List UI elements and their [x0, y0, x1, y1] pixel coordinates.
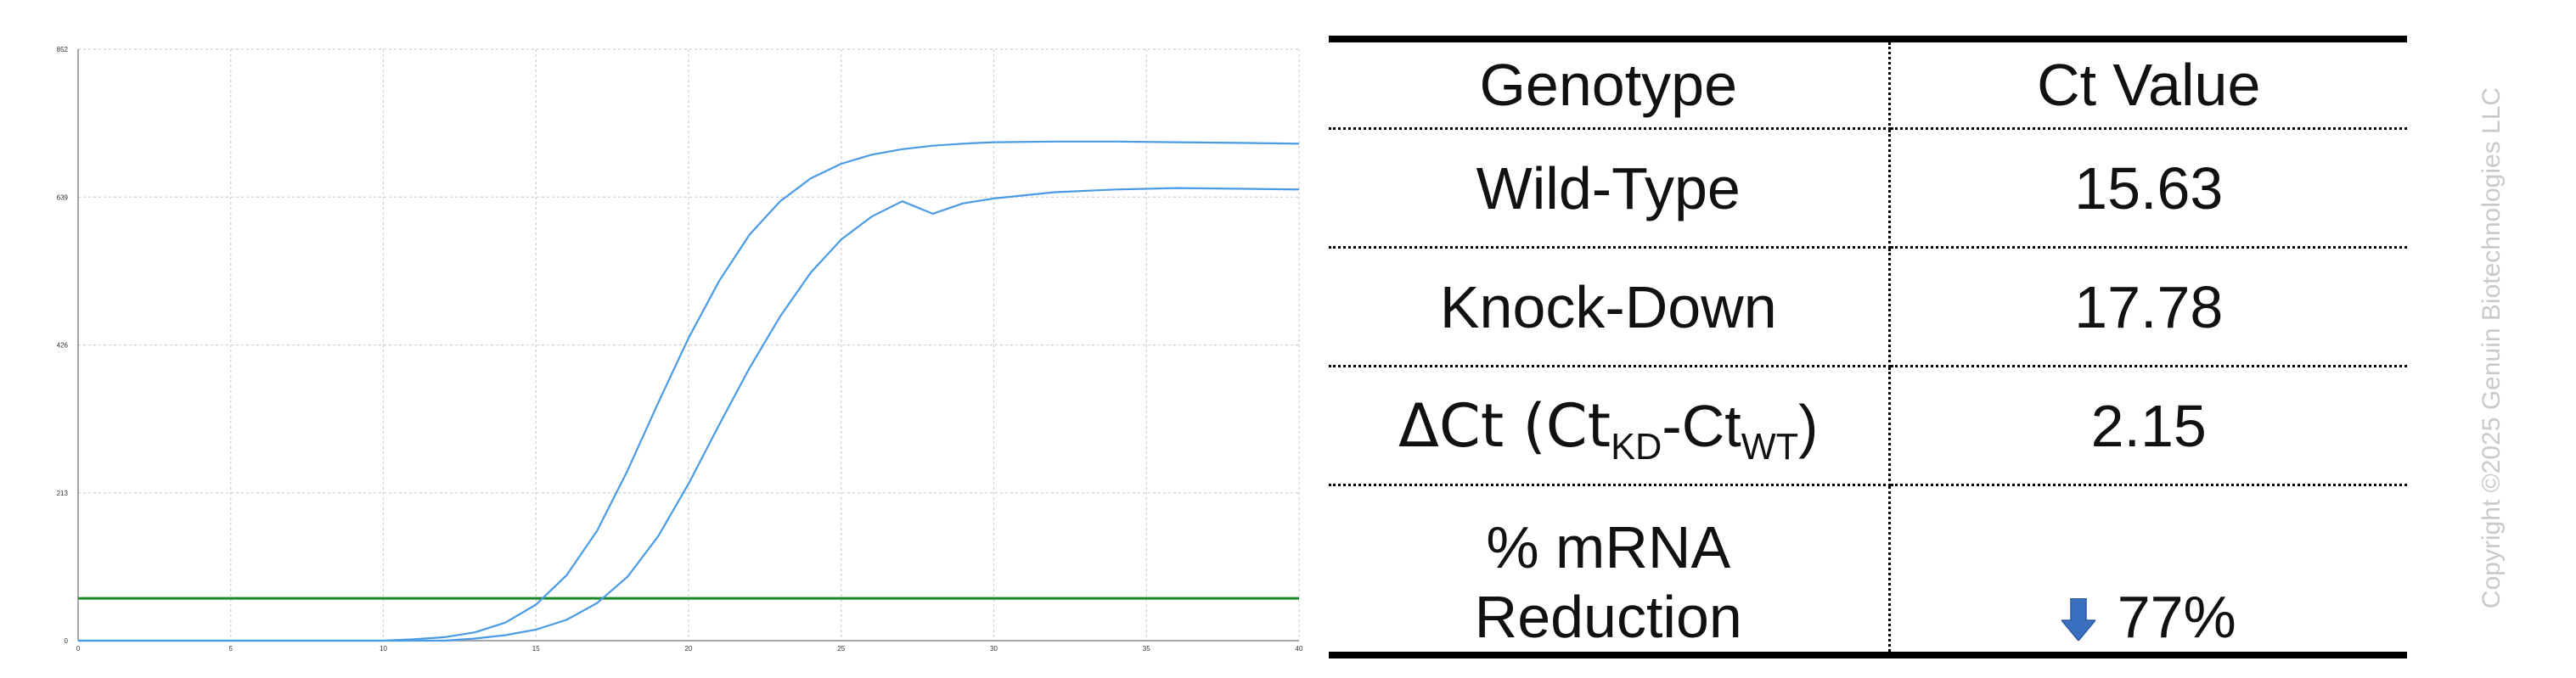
header-ct-value: Ct Value: [1889, 36, 2407, 130]
x-tick-label: 40: [1296, 645, 1303, 653]
row-value-delta-ct: 2.15: [1889, 366, 2407, 486]
row-label-wild-type: Wild-Type: [1329, 128, 1891, 249]
y-tick-label: 639: [57, 193, 69, 201]
x-tick-label: 20: [685, 645, 693, 653]
mrna-reduction-value: 77%: [2117, 584, 2236, 650]
table-row: Knock-Down 17.78: [1329, 247, 2407, 367]
subscript-kd: KD: [1611, 426, 1662, 468]
table-row: ΔCt (CtKD-CtWT) 2.15: [1329, 366, 2407, 486]
delta-ct-label-end: ): [1798, 392, 1819, 459]
x-tick-label: 35: [1143, 645, 1150, 653]
x-tick-label: 5: [229, 645, 233, 653]
mrna-reduction-line2: Reduction: [1474, 584, 1742, 650]
table-row: Wild-Type 15.63: [1329, 128, 2407, 249]
row-value-wild-type: 15.63: [1889, 128, 2407, 249]
x-tick-label: 10: [380, 645, 387, 653]
row-label-delta-ct: ΔCt (CtKD-CtWT): [1329, 366, 1891, 486]
table-header-row: Genotype Ct Value: [1329, 36, 2407, 130]
mrna-reduction-line1: % mRNA: [1486, 514, 1731, 580]
y-tick-label: 0: [65, 637, 69, 645]
x-tick-label: 0: [76, 645, 81, 653]
row-label-knock-down: Knock-Down: [1329, 247, 1891, 367]
x-tick-label: 25: [837, 645, 845, 653]
y-tick-label: 852: [57, 46, 69, 53]
y-tick-label: 213: [57, 490, 69, 497]
ct-results-table: Genotype Ct Value Wild-Type 15.63 Knock-…: [1329, 36, 2407, 658]
copyright-notice-box: Copyright ©2025 Genuin Biotechnologies L…: [2466, 68, 2517, 628]
delta-ct-label-mid: -Ct: [1662, 392, 1741, 459]
x-tick-label: 30: [990, 645, 998, 653]
subscript-wt: WT: [1741, 426, 1799, 468]
x-tick-label: 15: [532, 645, 540, 653]
amplification-curve-2: [78, 187, 1300, 642]
row-value-knock-down: 17.78: [1889, 247, 2407, 367]
header-genotype: Genotype: [1329, 36, 1891, 130]
delta-ct-label: ΔCt (Ct: [1398, 390, 1611, 461]
row-value-mrna-reduction: 77%: [1889, 485, 2407, 658]
amplification-curve-1: [78, 140, 1300, 642]
down-arrow-icon: [2061, 598, 2095, 641]
row-label-mrna-reduction: % mRNA Reduction: [1329, 485, 1891, 658]
y-tick-label: 426: [57, 342, 69, 350]
copyright-notice: Copyright ©2025 Genuin Biotechnologies L…: [2478, 87, 2506, 609]
amplification-chart: 0 5 10 15 20 25 30 35 40 0 213 426 639 852: [57, 46, 1303, 653]
table-row: % mRNA Reduction 77%: [1329, 485, 2407, 658]
